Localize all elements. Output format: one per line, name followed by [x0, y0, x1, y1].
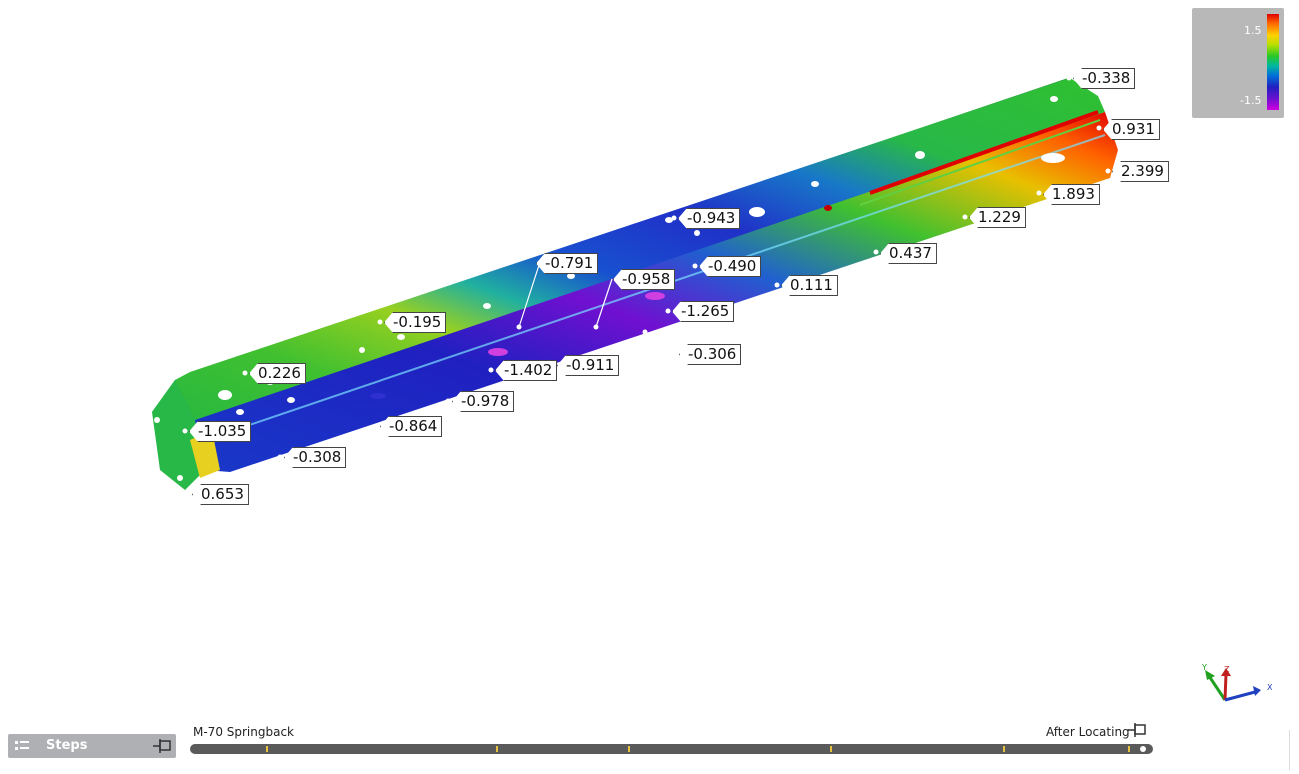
deviation-callout[interactable]: -0.195 — [384, 312, 447, 333]
deviation-callout[interactable]: 0.111 — [781, 275, 838, 296]
deviation-callout[interactable]: -0.338 — [1073, 68, 1136, 89]
side-wall — [195, 112, 1118, 472]
axis-y-label: Y — [1201, 663, 1207, 672]
steps-panel[interactable]: Steps — [8, 734, 176, 758]
deviation-callout[interactable]: 0.653 — [192, 484, 249, 505]
pin-icon[interactable] — [152, 738, 174, 754]
deviation-callout[interactable]: -0.308 — [284, 447, 347, 468]
timeline-step-marker[interactable] — [628, 746, 630, 752]
top-surface — [175, 78, 1105, 422]
timeline-step-marker[interactable] — [496, 746, 498, 752]
deviation-callout[interactable]: -0.958 — [613, 269, 676, 290]
deviation-callout[interactable]: -1.402 — [495, 360, 558, 381]
deviation-callout[interactable]: -0.306 — [679, 344, 742, 365]
deviation-callout[interactable]: 0.931 — [1103, 119, 1160, 140]
timeline-current-marker[interactable] — [1140, 746, 1146, 752]
holes — [154, 96, 1065, 481]
deviation-callout[interactable]: -0.490 — [699, 256, 762, 277]
timeline-step-marker[interactable] — [830, 746, 832, 752]
deviation-callout[interactable]: 2.399 — [1112, 161, 1169, 182]
deviation-callout[interactable]: -0.791 — [536, 253, 599, 274]
deviation-callout[interactable]: -0.943 — [678, 208, 741, 229]
part-model[interactable] — [0, 0, 1299, 700]
timeline-step-marker[interactable] — [1128, 746, 1130, 752]
legend-min-label: -1.5 — [1240, 94, 1262, 107]
divider — [1289, 730, 1290, 770]
deviation-callout[interactable]: -0.864 — [380, 416, 443, 437]
steps-label: Steps — [46, 738, 88, 753]
deviation-callout[interactable]: -0.911 — [557, 355, 620, 376]
axis-triad[interactable]: Y Z X — [1195, 660, 1285, 710]
legend-max-label: 1.5 — [1244, 24, 1262, 37]
timeline-step-marker[interactable] — [1003, 746, 1005, 752]
timeline-start-label: M-70 Springback — [193, 725, 295, 739]
deviation-callout[interactable]: -1.265 — [672, 301, 735, 322]
deviation-callout[interactable]: 1.893 — [1043, 184, 1100, 205]
timeline-track[interactable] — [190, 744, 1153, 754]
axis-x-label: X — [1267, 683, 1273, 692]
deviation-callout[interactable]: 1.229 — [969, 207, 1026, 228]
legend-color-bar — [1267, 14, 1279, 110]
axis-z-label: Z — [1224, 665, 1230, 674]
list-icon — [15, 741, 29, 750]
deviation-callout[interactable]: 0.437 — [880, 243, 937, 264]
deviation-callout[interactable]: 0.226 — [249, 363, 306, 384]
timeline-step-marker[interactable] — [266, 746, 268, 752]
timeline-end-label: After Locating — [1046, 725, 1130, 739]
deviation-callout[interactable]: -0.978 — [452, 391, 515, 412]
deviation-callout[interactable]: -1.035 — [189, 421, 252, 442]
timeline-pin-icon[interactable] — [1127, 722, 1149, 738]
